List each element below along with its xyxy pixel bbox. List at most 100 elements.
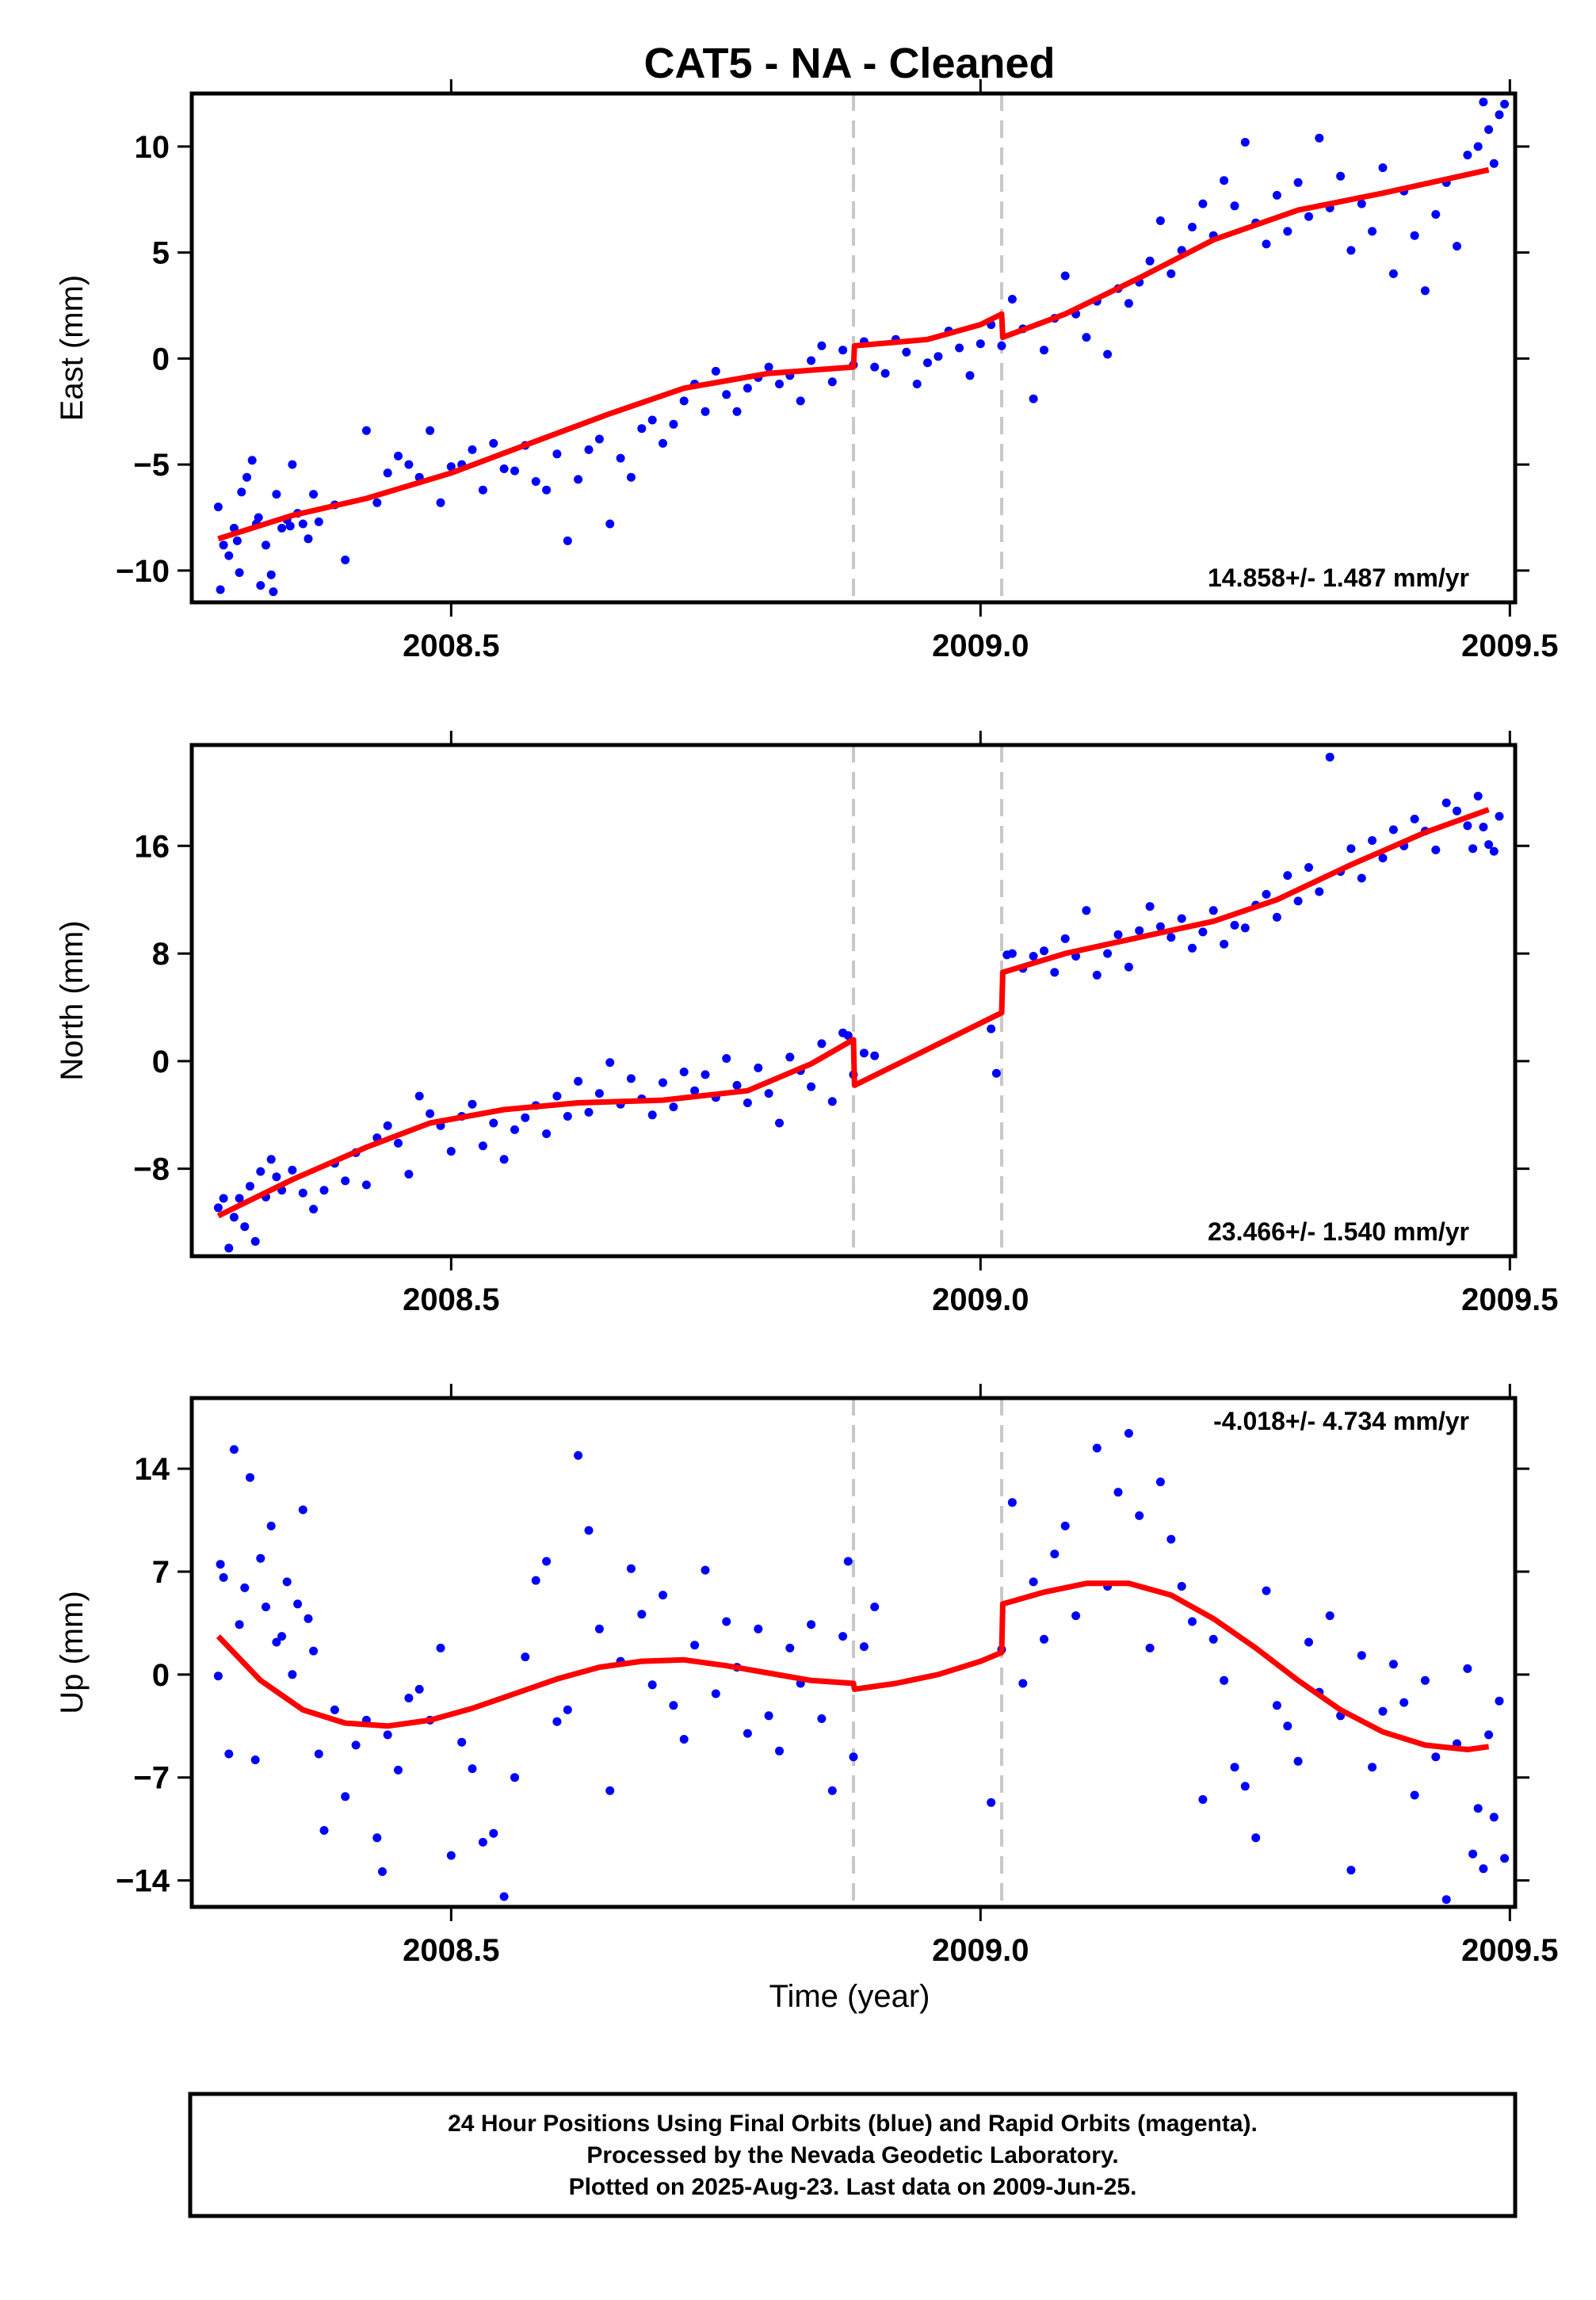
data-point (1220, 1675, 1229, 1685)
data-point (764, 362, 773, 372)
y-tick-label: 14 (135, 1452, 170, 1487)
data-point (235, 1194, 244, 1203)
data-point (314, 517, 323, 526)
data-point (584, 1107, 594, 1117)
data-point (219, 1572, 228, 1582)
data-point (701, 1565, 710, 1575)
data-point (1489, 159, 1499, 168)
data-point (659, 1078, 667, 1087)
data-point (213, 1672, 223, 1681)
data-point (542, 1557, 552, 1566)
data-point (361, 426, 371, 435)
data-point (1220, 176, 1229, 185)
x-tick-label: 2009.5 (1461, 1933, 1558, 1968)
x-tick-label: 2009.0 (932, 1933, 1029, 1968)
data-point (1060, 271, 1070, 281)
data-point (711, 366, 720, 376)
data-point (298, 1505, 307, 1515)
data-point (711, 1689, 720, 1698)
y-tick-label: −7 (133, 1761, 170, 1796)
data-point (1007, 1498, 1017, 1507)
data-point (1453, 242, 1461, 251)
data-point (499, 1155, 509, 1164)
data-point (701, 407, 710, 416)
data-point (298, 1188, 307, 1198)
data-point (1346, 1866, 1356, 1875)
data-point (1082, 333, 1091, 342)
data-point (605, 1786, 615, 1795)
data-point (965, 371, 975, 380)
data-point (1346, 844, 1356, 854)
data-point (1018, 1679, 1028, 1688)
data-point (531, 1576, 540, 1585)
data-point (859, 1642, 869, 1652)
x-tick-label: 2008.5 (403, 1282, 499, 1317)
data-point (468, 1764, 477, 1774)
data-point (1500, 1854, 1510, 1863)
data-point (309, 1205, 319, 1214)
data-point (1103, 949, 1113, 958)
data-point (659, 1591, 667, 1600)
data-point (637, 424, 647, 434)
data-point (1378, 854, 1388, 863)
data-point (250, 1756, 260, 1764)
data-point (1453, 806, 1461, 816)
data-point (282, 1577, 292, 1587)
data-point (843, 1031, 853, 1041)
data-point (817, 341, 827, 350)
y-tick-label: −10 (116, 554, 170, 589)
data-point (1272, 912, 1281, 922)
data-point (626, 1564, 636, 1573)
data-point (288, 1165, 297, 1175)
data-point (732, 407, 742, 416)
data-point (880, 369, 890, 378)
data-point (277, 523, 287, 533)
x-tick-label: 2009.0 (932, 1282, 1029, 1317)
data-point (1155, 216, 1165, 225)
data-point (242, 472, 251, 482)
data-point (870, 1051, 880, 1060)
data-point (1463, 1664, 1472, 1673)
data-point (775, 380, 784, 388)
data-point (1468, 844, 1478, 854)
data-point (552, 1717, 562, 1726)
panel-up: −14 −7 0 7 14 2008.5 2009.0 2009.5 Up (mm) -4.018… (55, 1384, 1558, 1968)
data-point (987, 1798, 996, 1807)
data-point (1399, 1698, 1409, 1707)
panel-east: −10 −5 0 5 10 2008.5 2009.0 2009.5 East (mm) 14.8… (55, 79, 1558, 663)
data-point (1489, 846, 1499, 856)
data-point (574, 1450, 583, 1460)
y-tick-label: 0 (152, 1658, 170, 1693)
data-point (219, 1194, 228, 1203)
data-point (997, 341, 1006, 350)
y-tick-label: 5 (152, 236, 170, 271)
data-point (1484, 840, 1494, 850)
x-tick-label: 2009.0 (932, 628, 1029, 663)
data-point (510, 466, 519, 476)
data-point (849, 1752, 858, 1762)
data-point (1431, 845, 1441, 854)
x-tick-label: 2008.5 (403, 628, 499, 663)
data-point (754, 1063, 763, 1072)
data-point (1293, 896, 1303, 906)
data-point (531, 477, 540, 486)
x-tick-label: 2009.5 (1461, 628, 1558, 663)
y-tick-label: 0 (152, 1045, 170, 1079)
data-point (457, 1737, 467, 1747)
data-point (775, 1746, 784, 1756)
x-tick-label: 2009.5 (1461, 1282, 1558, 1317)
data-point (732, 1080, 742, 1090)
data-point (659, 438, 667, 448)
data-point (1304, 863, 1313, 872)
data-point (843, 1557, 853, 1566)
data-point (499, 1892, 509, 1901)
data-point (1378, 1706, 1388, 1716)
data-point (1050, 968, 1060, 977)
data-point (304, 1614, 313, 1623)
y-tick-label: 10 (135, 130, 170, 165)
data-point (1177, 914, 1186, 923)
east-rate-label: 14.858+/- 1.487 mm/yr (1208, 564, 1469, 592)
data-point (1135, 926, 1144, 935)
data-point (1441, 1895, 1451, 1905)
